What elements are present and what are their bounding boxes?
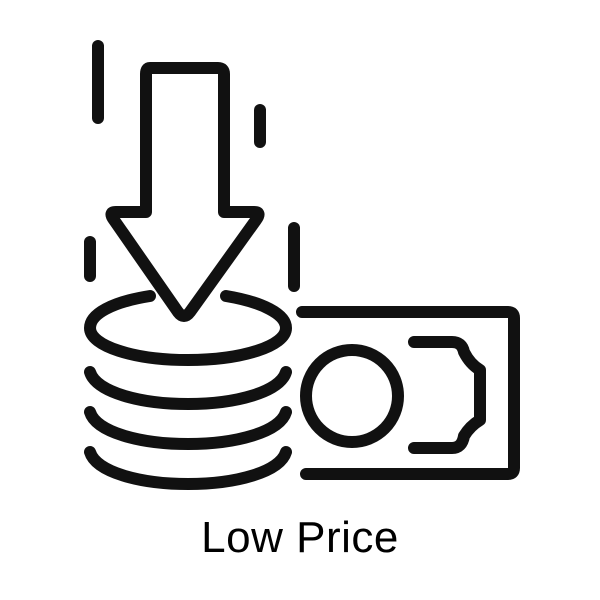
banknote-circle-icon	[300, 344, 404, 448]
low-price-illustration	[84, 40, 520, 490]
banknote-icon	[296, 306, 520, 480]
low-price-icon	[84, 40, 520, 490]
motion-lines-icon	[84, 40, 300, 292]
banknote-ornament-icon	[408, 336, 486, 454]
coin-stack-icon	[84, 290, 292, 490]
down-arrow-icon	[105, 62, 265, 322]
icon-caption: Low Price	[201, 513, 399, 562]
